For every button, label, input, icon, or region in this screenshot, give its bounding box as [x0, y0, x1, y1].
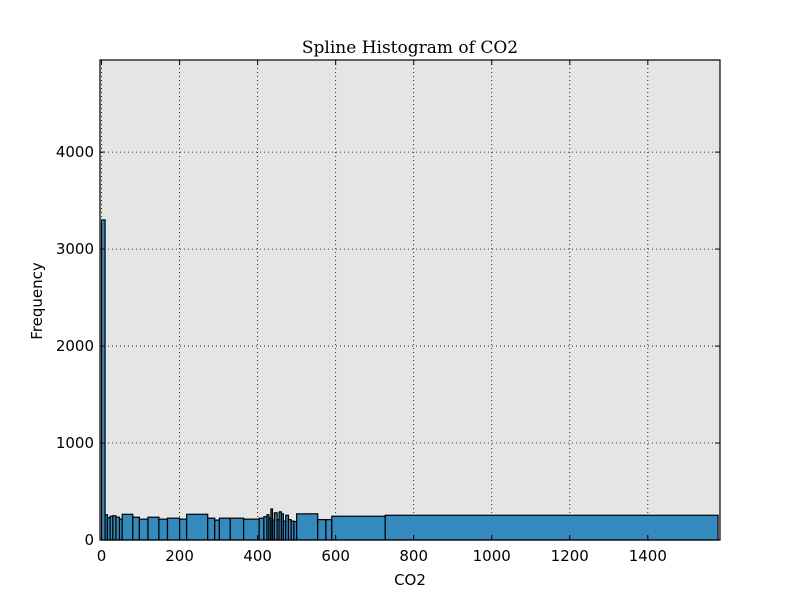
histogram-bar [229, 517, 245, 541]
y-tick-label: 0 [84, 531, 94, 549]
x-tick-label: 600 [321, 547, 350, 565]
histogram-bar [178, 518, 188, 541]
histogram-bar [186, 513, 209, 541]
histogram-bar [218, 517, 231, 541]
y-tick-label: 1000 [56, 434, 94, 452]
x-tick-label: 200 [165, 547, 194, 565]
y-axis-label: Frequency [28, 262, 46, 340]
histogram-bar [296, 513, 319, 541]
plot-frame [99, 59, 721, 541]
histogram-bar [384, 514, 719, 541]
x-tick-label: 400 [243, 547, 272, 565]
x-tick-label: 1400 [629, 547, 667, 565]
x-tick-label: 0 [97, 547, 107, 565]
histogram-bar [331, 515, 386, 541]
histogram-bar [147, 516, 160, 541]
x-axis-label: CO2 [394, 571, 426, 589]
histogram-bar [138, 518, 149, 541]
plot-area [100, 60, 720, 540]
y-axis: 0 1000 2000 3000 4000 [56, 143, 720, 549]
grid [100, 60, 720, 541]
x-axis: 0 200 400 600 800 1000 1200 1400 [97, 60, 667, 565]
chart-title: Spline Histogram of CO2 [302, 38, 518, 58]
histogram-bar [100, 219, 106, 541]
y-tick-label: 4000 [56, 143, 94, 161]
x-tick-label: 1000 [473, 547, 511, 565]
histogram-bar [317, 519, 327, 541]
histogram-bar [242, 518, 260, 541]
histogram-bar [158, 518, 169, 541]
y-tick-label: 2000 [56, 337, 94, 355]
histogram-bar [214, 519, 220, 541]
histogram-bar [258, 517, 265, 541]
x-tick-label: 1200 [551, 547, 589, 565]
histogram-bar [325, 519, 333, 541]
histogram-bar [166, 517, 181, 541]
histogram-bar [132, 516, 141, 541]
x-tick-label: 800 [399, 547, 428, 565]
histogram-bar [207, 517, 216, 541]
histogram-bar [121, 513, 134, 541]
y-tick-label: 3000 [56, 240, 94, 258]
